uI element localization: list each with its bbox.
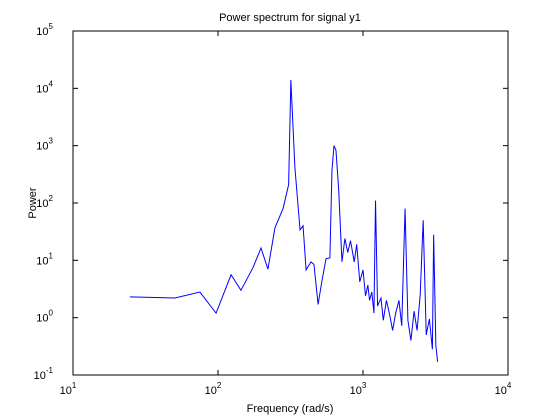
series-line <box>129 79 439 362</box>
tick-label-base: 10 <box>36 26 48 38</box>
tick-label: 103 <box>36 137 53 153</box>
tick-label-base: 10 <box>36 313 48 325</box>
tick-label-exponent: -1 <box>46 366 54 375</box>
tick-label: 102 <box>36 194 53 210</box>
tick-label: 103 <box>350 381 367 397</box>
tick-label: 101 <box>60 381 77 397</box>
tick-label: 104 <box>36 79 53 95</box>
chart-title: Power spectrum for signal y1 <box>219 12 361 24</box>
tick-label-base: 10 <box>34 370 46 382</box>
tick-label-exponent: 2 <box>49 194 54 203</box>
axes-box <box>72 30 509 376</box>
tick-label: 101 <box>36 251 53 267</box>
tick-label-exponent: 1 <box>72 381 77 390</box>
y-axis-label: Power <box>27 187 39 219</box>
tick-label-base: 10 <box>350 385 362 397</box>
tick-label-base: 10 <box>36 141 48 153</box>
tick-label-exponent: 3 <box>49 137 54 146</box>
tick-label-base: 10 <box>60 385 72 397</box>
tick-label-exponent: 0 <box>49 309 54 318</box>
tick-label-exponent: 4 <box>507 381 512 390</box>
tick-label-base: 10 <box>36 83 48 95</box>
x-axis-label: Frequency (rad/s) <box>247 403 334 415</box>
tick-label: 105 <box>36 22 53 38</box>
tick-label: 100 <box>36 309 53 325</box>
tick-label-base: 10 <box>36 198 48 210</box>
tick-label: 102 <box>205 381 222 397</box>
tick-label-exponent: 5 <box>49 22 54 31</box>
tick-label: 10-1 <box>34 366 54 382</box>
tick-label-base: 10 <box>205 385 217 397</box>
tick-label-exponent: 3 <box>362 381 367 390</box>
tick-label-base: 10 <box>36 255 48 267</box>
tick-label-base: 10 <box>495 385 507 397</box>
tick-label: 104 <box>495 381 512 397</box>
tick-label-exponent: 2 <box>217 381 222 390</box>
tick-label-exponent: 4 <box>49 79 54 88</box>
tick-label-exponent: 1 <box>49 251 54 260</box>
